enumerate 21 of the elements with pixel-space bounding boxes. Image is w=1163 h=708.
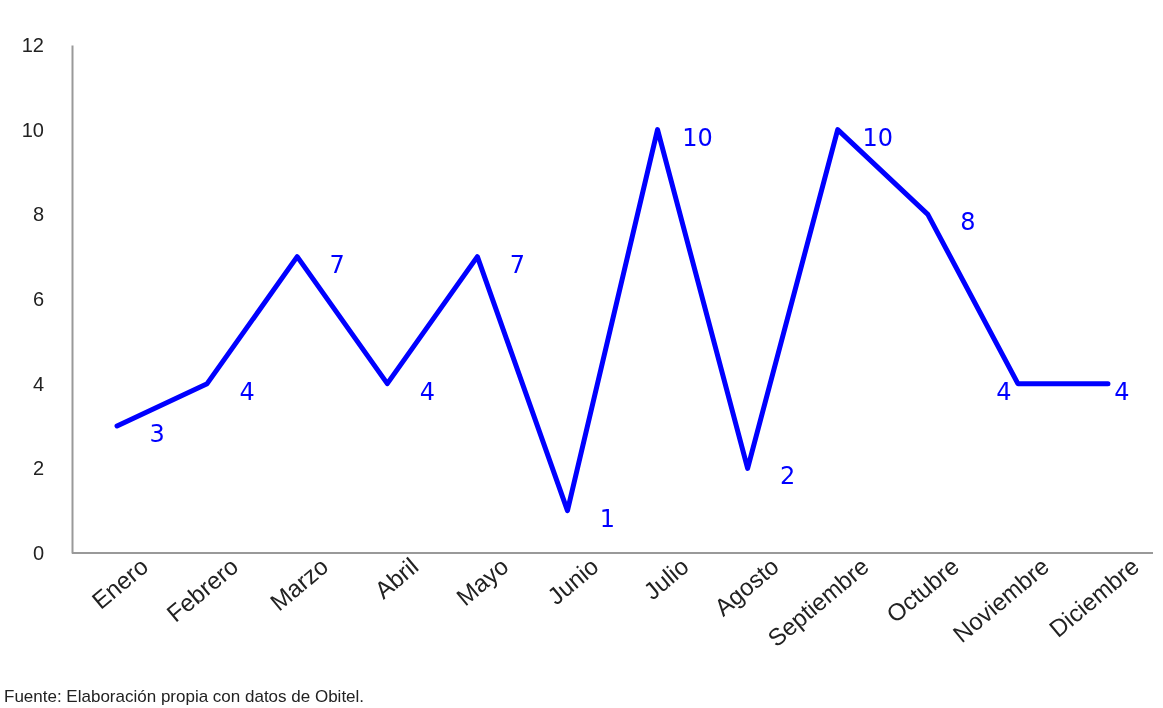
y-tick-label: 6 [32,287,44,310]
data-label: 4 [419,377,435,406]
data-label: 10 [682,123,713,152]
y-tick-label: 12 [21,33,44,56]
data-label: 8 [960,208,976,237]
source-note: Fuente: Elaboración propia con datos de Obitel. [4,687,365,706]
data-label: 2 [779,462,796,491]
y-tick-label: 2 [32,457,44,480]
data-label: 7 [329,250,345,279]
data-label: 10 [862,123,893,152]
y-tick-label: 10 [21,118,44,141]
data-label: 4 [1114,377,1130,406]
data-label: 4 [996,377,1012,406]
data-label: 1 [599,504,616,533]
data-label: 4 [239,377,255,406]
y-tick-label: 8 [32,203,44,226]
data-label: 7 [509,250,526,279]
y-tick-label: 4 [32,372,44,395]
x-tick-label: Julio [638,552,694,605]
data-label: 3 [149,420,165,448]
y-tick-label: 0 [32,541,44,564]
